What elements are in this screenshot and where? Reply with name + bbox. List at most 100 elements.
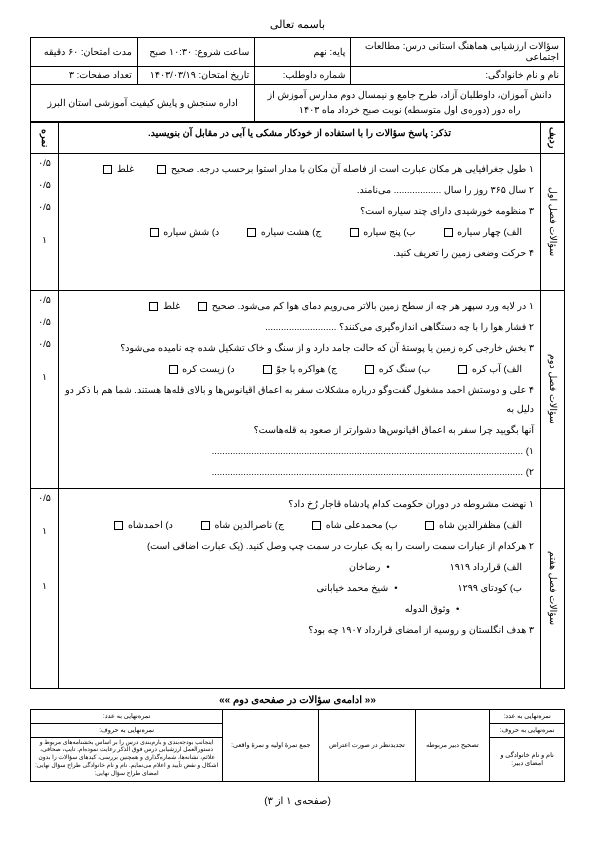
score: ۱ xyxy=(37,372,52,383)
section1-content: ۱ طول جغرافیایی هر مکان عبارت است از فاص… xyxy=(59,153,541,290)
s2q3-c: ج) هواکره یا جوّ xyxy=(276,364,337,375)
f-r1c1: نمره‌نهایی به عدد: xyxy=(490,709,565,723)
page-label: (صفحه‌ی ۱ از ۳) xyxy=(30,796,565,807)
s3q1-d: د) احمدشاه xyxy=(128,520,173,531)
s3-right-2: وثوق الدوله xyxy=(405,600,460,619)
s1q3-d: د) شش سیاره xyxy=(163,227,219,238)
checkbox[interactable] xyxy=(114,521,123,530)
s1q3: ۳ منظومه خورشیدی دارای چند سیاره است؟ xyxy=(65,202,534,221)
s3q1-a: الف) مظفرالدین شاه xyxy=(439,520,522,531)
score: ۰/۵ xyxy=(37,295,52,306)
s1q1-false: غلط xyxy=(117,164,134,175)
score: ۱ xyxy=(37,235,52,246)
s2q4-ans1: ۱) xyxy=(523,446,534,457)
s3q2: ۲ هرکدام از عبارات سمت راست را به یک عبا… xyxy=(65,537,534,556)
hdr-subject: سؤالات ارزشیابی هماهنگ استانی درس: مطالع… xyxy=(351,38,565,67)
s3q1: ۱ نهضت مشروطه در دوران حکومت کدام پادشاه… xyxy=(65,495,534,514)
section3-label: سؤالات فصل هفتم xyxy=(541,488,565,688)
section3-scores: ۰/۵ ۱ ۱ xyxy=(31,488,59,688)
checkbox[interactable] xyxy=(350,228,359,237)
s2q1-false: غلط xyxy=(163,301,180,312)
checkbox[interactable] xyxy=(149,302,158,311)
f-r3c1: نام و نام خانوادگی و امضای دبیر: xyxy=(490,737,565,781)
checkbox[interactable] xyxy=(150,228,159,237)
section3-content: ۱ نهضت مشروطه در دوران حکومت کدام پادشاه… xyxy=(59,488,541,688)
s2q3-b: ب) سنگ کره xyxy=(379,364,430,375)
s1q4: ۴ حرکت وضعی زمین را تعریف کنید. xyxy=(65,244,534,263)
col-score-header: نمره xyxy=(31,123,59,153)
blank: ........................... xyxy=(265,322,336,333)
s3q1-b: ب) محمدعلی شاه xyxy=(326,520,398,531)
section2-scores: ۰/۵ ۰/۵ ۰/۵ ۱ xyxy=(31,290,59,488)
f-r2c1: نمره‌نهایی به حروف: xyxy=(490,723,565,737)
score: ۰/۵ xyxy=(37,317,52,328)
hdr-start: ساعت شروع: ۱۰:۳۰ صبح xyxy=(137,38,254,67)
s1q1: ۱ طول جغرافیایی هر مکان عبارت است از فاص… xyxy=(171,164,534,175)
main-table: ردیف تذکر: پاسخ سؤالات را با استفاده از … xyxy=(30,122,565,688)
f-r1c5: نمره‌نهایی به عدد: xyxy=(31,709,223,723)
checkbox[interactable] xyxy=(365,365,374,374)
blank: ........................................… xyxy=(212,446,523,457)
footer-table: نمره‌نهایی به عدد: تصحیح دبیر مربوطه تجد… xyxy=(30,709,565,782)
header-table: سؤالات ارزشیابی هماهنگ استانی درس: مطالع… xyxy=(30,37,565,122)
s1q3-b: ب) پنج سیاره xyxy=(363,227,415,238)
blank: .................. xyxy=(394,185,442,196)
hdr-date: تاریخ امتحان: ۱۴۰۳/۰۳/۱۹ xyxy=(137,67,254,85)
checkbox[interactable] xyxy=(425,521,434,530)
blank: ........................................… xyxy=(212,467,523,478)
continue-note: «« ادامه‌ی سؤالات در صفحه‌ی دوم »» xyxy=(30,695,565,706)
bismillah: باسمه تعالی xyxy=(30,18,565,31)
hdr-grade: پایه: نهم xyxy=(255,38,351,67)
f-sum: جمع نمرهٔ اولیه و نمرهٔ واقعی: xyxy=(223,709,319,781)
f-corrector: تصحیح دبیر مربوطه xyxy=(415,709,490,781)
score: ۱ xyxy=(37,581,52,592)
score: ۰/۵ xyxy=(37,339,52,350)
instruction-cell: تذکر: پاسخ سؤالات را با استفاده از خودکا… xyxy=(59,123,541,153)
f-r2c5: نمره‌نهایی به حروف: xyxy=(31,723,223,737)
score: ۰/۵ xyxy=(37,493,52,504)
score: ۱ xyxy=(37,526,52,537)
s2q3-d: د) زیست کره xyxy=(182,364,234,375)
score: ۰/۵ xyxy=(37,158,52,169)
checkbox[interactable] xyxy=(198,302,207,311)
checkbox[interactable] xyxy=(444,228,453,237)
checkbox[interactable] xyxy=(103,165,112,174)
s1q2b: می‌نامند. xyxy=(357,185,391,196)
section2-label: سؤالات فصل دوم xyxy=(541,290,565,488)
section1-scores: ۰/۵ ۰/۵ ۰/۵ ۱ xyxy=(31,153,59,290)
s3-right-1: شیخ محمد خیابانی xyxy=(317,579,398,598)
hdr-office: اداره سنجش و پایش کیفیت آموزشی استان الب… xyxy=(31,85,255,122)
s2q1: ۱ در لایه ورد سپهر هر چه از سطح زمین بال… xyxy=(212,301,534,312)
checkbox[interactable] xyxy=(169,365,178,374)
s2q4a: ۴ علی و دوستش احمد مشغول گفت‌وگو درباره … xyxy=(65,381,534,419)
score: ۰/۵ xyxy=(37,202,52,213)
section1-label: سؤالات فصل اول xyxy=(541,153,565,290)
hdr-pages: تعداد صفحات: ۳ xyxy=(31,67,138,85)
s3-left-1: ب) کودتای ۱۲۹۹ xyxy=(458,579,522,598)
s3-left-0: الف) قرارداد ۱۹۱۹ xyxy=(450,558,522,577)
hdr-students: دانش آموزان، داوطلبان آزاد، طرح جامع و ن… xyxy=(255,85,565,122)
col-radif-header: ردیف xyxy=(541,123,565,153)
s2q2a: ۲ فشار هوا را با چه دستگاهی اندازه‌گیری … xyxy=(336,322,534,333)
s2q4b: آنها بگویید چرا سفر به اعماق اقیانوس‌ها … xyxy=(65,421,534,440)
s1q2a: ۲ سال ۳۶۵ روز را سال xyxy=(441,185,534,196)
score: ۰/۵ xyxy=(37,180,52,191)
checkbox[interactable] xyxy=(312,521,321,530)
s3q3: ۳ هدف انگلستان و روسیه از امضای قرارداد … xyxy=(65,621,534,640)
checkbox[interactable] xyxy=(247,228,256,237)
checkbox[interactable] xyxy=(263,365,272,374)
f-review: تجدیدنظر در صورت اعتراض xyxy=(319,709,415,781)
checkbox[interactable] xyxy=(157,165,166,174)
hdr-candidate: شماره داوطلب: xyxy=(255,67,351,85)
checkbox[interactable] xyxy=(458,365,467,374)
s3q1-c: ج) ناصرالدین شاه xyxy=(214,520,284,531)
s2q3: ۳ بخش خارجی کره زمین یا پوستهٔ آن که حال… xyxy=(65,339,534,358)
checkbox[interactable] xyxy=(201,521,210,530)
s2q3-a: الف) آب کره xyxy=(472,364,522,375)
section2-content: ۱ در لایه ورد سپهر هر چه از سطح زمین بال… xyxy=(59,290,541,488)
f-r3c5: اینجانب بودجه‌بندی و بارم‌بندی درس را بر… xyxy=(31,737,223,781)
s1q3-c: ج) هشت سیاره xyxy=(261,227,322,238)
hdr-name: نام و نام خانوادگی: xyxy=(351,67,565,85)
s2q4-ans2: ۲) xyxy=(523,467,534,478)
s3-right-0: رضاخان xyxy=(349,558,390,577)
